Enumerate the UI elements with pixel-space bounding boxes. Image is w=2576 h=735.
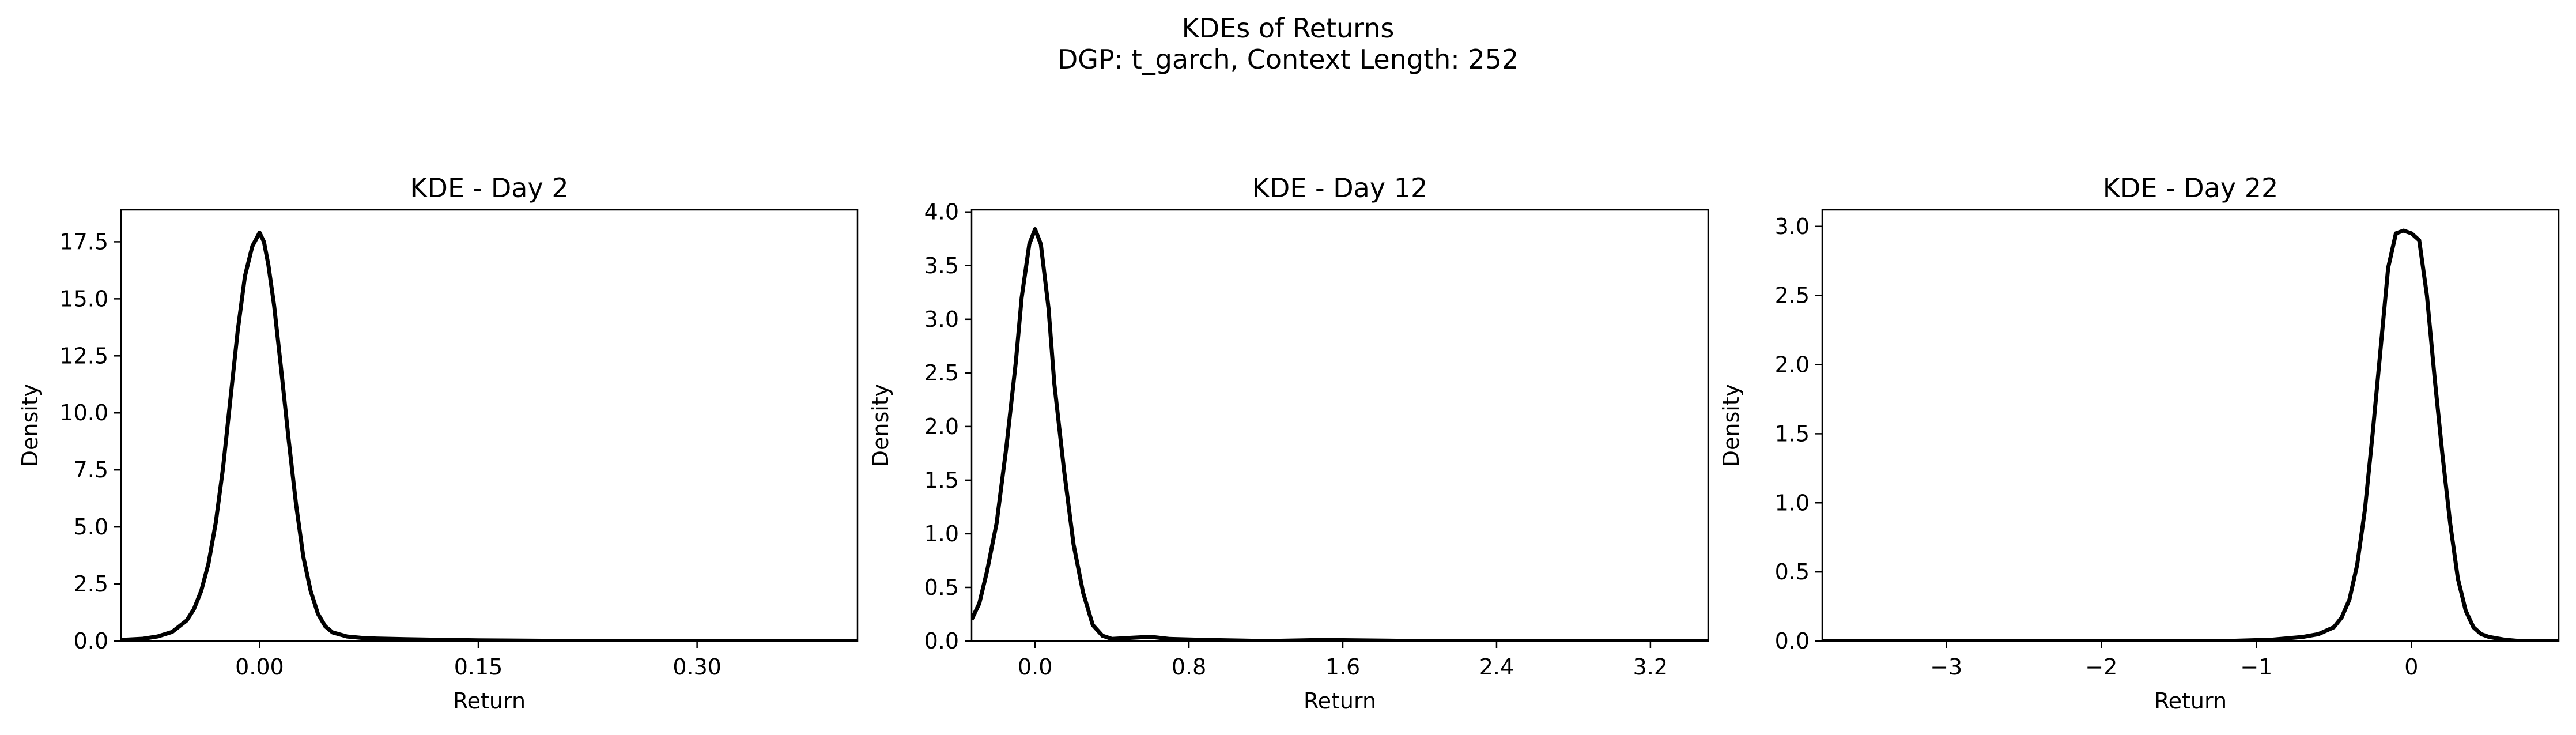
y-tick-label: 12.5 [59,343,108,368]
x-axis-label: Return [453,688,526,714]
x-tick-label: 0.30 [673,654,722,680]
x-tick-label: 0.00 [235,654,284,680]
y-tick-label: 2.0 [924,414,959,439]
plot-frame [970,209,1709,642]
x-axis-label: Return [1304,688,1376,714]
kde-line-series-1 [1822,228,2559,641]
y-tick-label: 1.0 [924,521,959,546]
x-tick-label: 0.0 [1018,654,1052,680]
y-tick-label: 2.5 [74,571,108,597]
y-tick-label: 2.5 [1775,283,1810,308]
chart-panel-2: 0.0 0.8 1.6 2.4 3.2 0.0 0.5 1.0 1.5 2.0 2.5 3.0 3.5 4… [868,172,1709,714]
kde-line-series-1 [121,231,858,641]
y-tick-label: 1.0 [1775,490,1810,515]
x-tick-label: −2 [2085,654,2117,680]
y-tick-label: 0.0 [1775,628,1810,654]
y-tick-label: 5.0 [74,514,108,540]
y-tick-label: 3.0 [924,307,959,332]
y-tick-label: 2.5 [924,360,959,386]
y-tick-label: 1.5 [1775,421,1810,446]
y-tick-label: 4.0 [924,199,959,225]
x-tick-label: −3 [1930,654,1962,680]
y-axis-label: Density [868,384,893,467]
panel-title: KDE - Day 2 [410,172,568,203]
x-tick-label: 0 [2404,654,2418,680]
y-tick-label: 0.5 [924,575,959,600]
x-tick-label: 2.4 [1479,654,1514,680]
x-tick-label: 1.6 [1325,654,1360,680]
y-tick-label: 3.0 [1775,214,1810,239]
x-tick-label: −1 [2240,654,2272,680]
x-tick-label: 0.8 [1172,654,1206,680]
y-tick-label: 10.0 [59,400,108,425]
y-tick-label: 15.0 [59,286,108,311]
y-tick-label: 3.5 [924,253,959,278]
y-tick-label: 0.0 [74,628,108,654]
panel-title: KDE - Day 22 [2103,172,2278,203]
y-tick-label: 2.0 [1775,352,1810,378]
y-tick-label: 0.0 [924,628,959,654]
y-tick-label: 0.5 [1775,559,1810,585]
y-tick-label: 7.5 [74,457,108,483]
panel-title: KDE - Day 12 [1252,172,1427,203]
x-tick-label: 0.15 [454,654,503,680]
plot-frame [1821,209,2560,642]
y-tick-label: 1.5 [924,468,959,493]
plot-frame [120,209,859,642]
y-axis-label: Density [1718,384,1744,467]
y-axis-label: Density [17,384,43,467]
y-tick-label: 17.5 [59,229,108,254]
x-tick-label: 3.2 [1633,654,1668,680]
x-axis-label: Return [2154,688,2227,714]
figure-title: KDEs of Returns [1181,13,1395,44]
kde-line-series-1 [972,227,1708,641]
chart-panel-1: 0.00 0.15 0.30 0.0 2.5 5.0 7.5 10.0 12.5 15.0 17.5… [17,172,859,714]
figure-subtitle: DGP: t_garch, Context Length: 252 [1057,44,1519,75]
chart-panel-3: −3 −2 −1 0 0.0 0.5 1.0 1.5 2.0 2.5 3.0 KDE - Day 22… [1718,172,2560,714]
